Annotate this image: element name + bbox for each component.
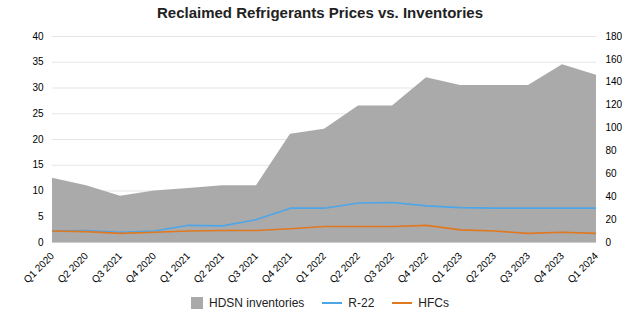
svg-text:Q4 2022: Q4 2022 — [395, 250, 430, 285]
svg-text:Q2 2020: Q2 2020 — [55, 250, 90, 285]
svg-text:0: 0 — [606, 237, 612, 248]
html-text:HDSN inventories: HDSN inventories — [209, 296, 305, 310]
svg-text:Q1 2021: Q1 2021 — [157, 250, 192, 285]
svg-text:35: 35 — [32, 56, 44, 67]
svg-text:30: 30 — [32, 82, 44, 93]
svg-text:100: 100 — [606, 122, 623, 133]
svg-text:Q2 2023: Q2 2023 — [463, 250, 498, 285]
svg-text:Q3 2021: Q3 2021 — [89, 250, 124, 285]
svg-text:Q1 2024: Q1 2024 — [565, 250, 600, 285]
svg-text:Q4 2020: Q4 2020 — [123, 250, 158, 285]
svg-text:Q1 2022: Q1 2022 — [293, 250, 328, 285]
svg-text:10: 10 — [32, 185, 44, 196]
svg-text:Q1 2020: Q1 2020 — [21, 250, 56, 285]
html-text:HFCs: HFCs — [418, 296, 449, 310]
svg-text:80: 80 — [606, 145, 618, 156]
svg-text:160: 160 — [606, 54, 623, 65]
svg-text:20: 20 — [606, 214, 618, 225]
svg-text:Q2 2021: Q2 2021 — [191, 250, 226, 285]
svg-text:Q4 2023: Q4 2023 — [531, 250, 566, 285]
svg-text:5: 5 — [38, 211, 44, 222]
svg-text:120: 120 — [606, 99, 623, 110]
svg-text:40: 40 — [606, 191, 618, 202]
svg-text:Q4 2021: Q4 2021 — [259, 250, 294, 285]
svg-text:20: 20 — [32, 134, 44, 145]
svg-text:Q1 2023: Q1 2023 — [429, 250, 464, 285]
svg-text:60: 60 — [606, 168, 618, 179]
svg-text:Q3 2021: Q3 2021 — [225, 250, 260, 285]
svg-text:Q3 2023: Q3 2023 — [497, 250, 532, 285]
svg-text:180: 180 — [606, 31, 623, 42]
svg-text:25: 25 — [32, 108, 44, 119]
svg-text:Q2 2022: Q2 2022 — [327, 250, 362, 285]
svg-text:140: 140 — [606, 76, 623, 87]
svg-text:0: 0 — [38, 237, 44, 248]
svg-text:40: 40 — [32, 31, 44, 42]
svg-text:15: 15 — [32, 159, 44, 170]
html-text:Reclaimed Refrigerants Prices: Reclaimed Refrigerants Prices vs. Invent… — [157, 4, 483, 21]
html-text:R-22: R-22 — [348, 296, 375, 310]
svg-text:Q3 2022: Q3 2022 — [361, 250, 396, 285]
